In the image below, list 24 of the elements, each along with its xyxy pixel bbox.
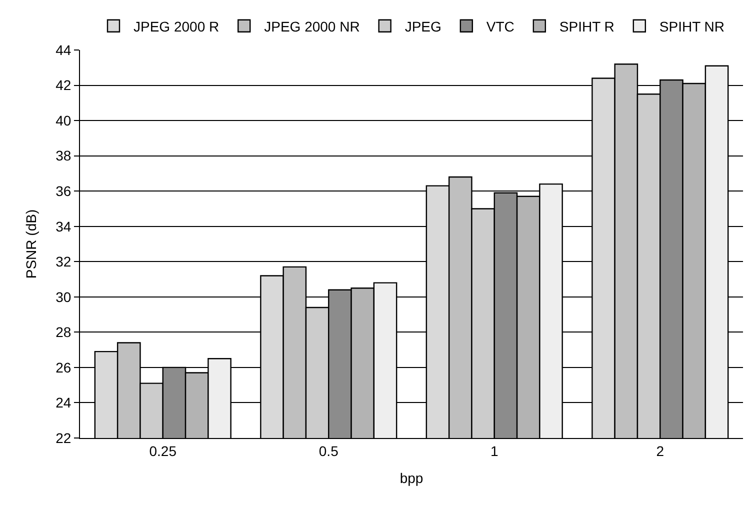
y-tick-label: 42 xyxy=(56,77,72,94)
legend-label: JPEG 2000 NR xyxy=(264,18,360,34)
legend-label: JPEG 2000 R xyxy=(134,18,220,34)
y-tick-label: 26 xyxy=(56,359,72,376)
y-tick-label: 36 xyxy=(56,182,72,199)
y-tick-label: 28 xyxy=(56,324,72,340)
x-tick-label: 0.25 xyxy=(149,442,177,459)
y-tick-label: 22 xyxy=(56,430,72,446)
y-tick-label: 38 xyxy=(56,148,72,164)
legend-label: VTC xyxy=(486,18,514,34)
y-tick-label: 24 xyxy=(56,394,72,411)
y-tick-label: 34 xyxy=(56,218,72,234)
y-axis-title: PSNR (dB) xyxy=(23,209,40,279)
legend-label: SPIHT NR xyxy=(659,18,724,34)
x-tick-label: 1 xyxy=(490,442,498,459)
y-tick-label: 32 xyxy=(56,254,72,270)
x-tick-label: 0.5 xyxy=(318,442,339,459)
y-tick-label: 44 xyxy=(56,42,72,58)
legend-label: SPIHT R xyxy=(559,18,614,34)
y-tick-label: 30 xyxy=(56,288,72,305)
y-tick-label: 40 xyxy=(56,112,72,128)
legend-label: JPEG xyxy=(404,18,442,34)
x-tick-label: 2 xyxy=(656,442,664,459)
x-axis-title: bpp xyxy=(400,470,424,486)
